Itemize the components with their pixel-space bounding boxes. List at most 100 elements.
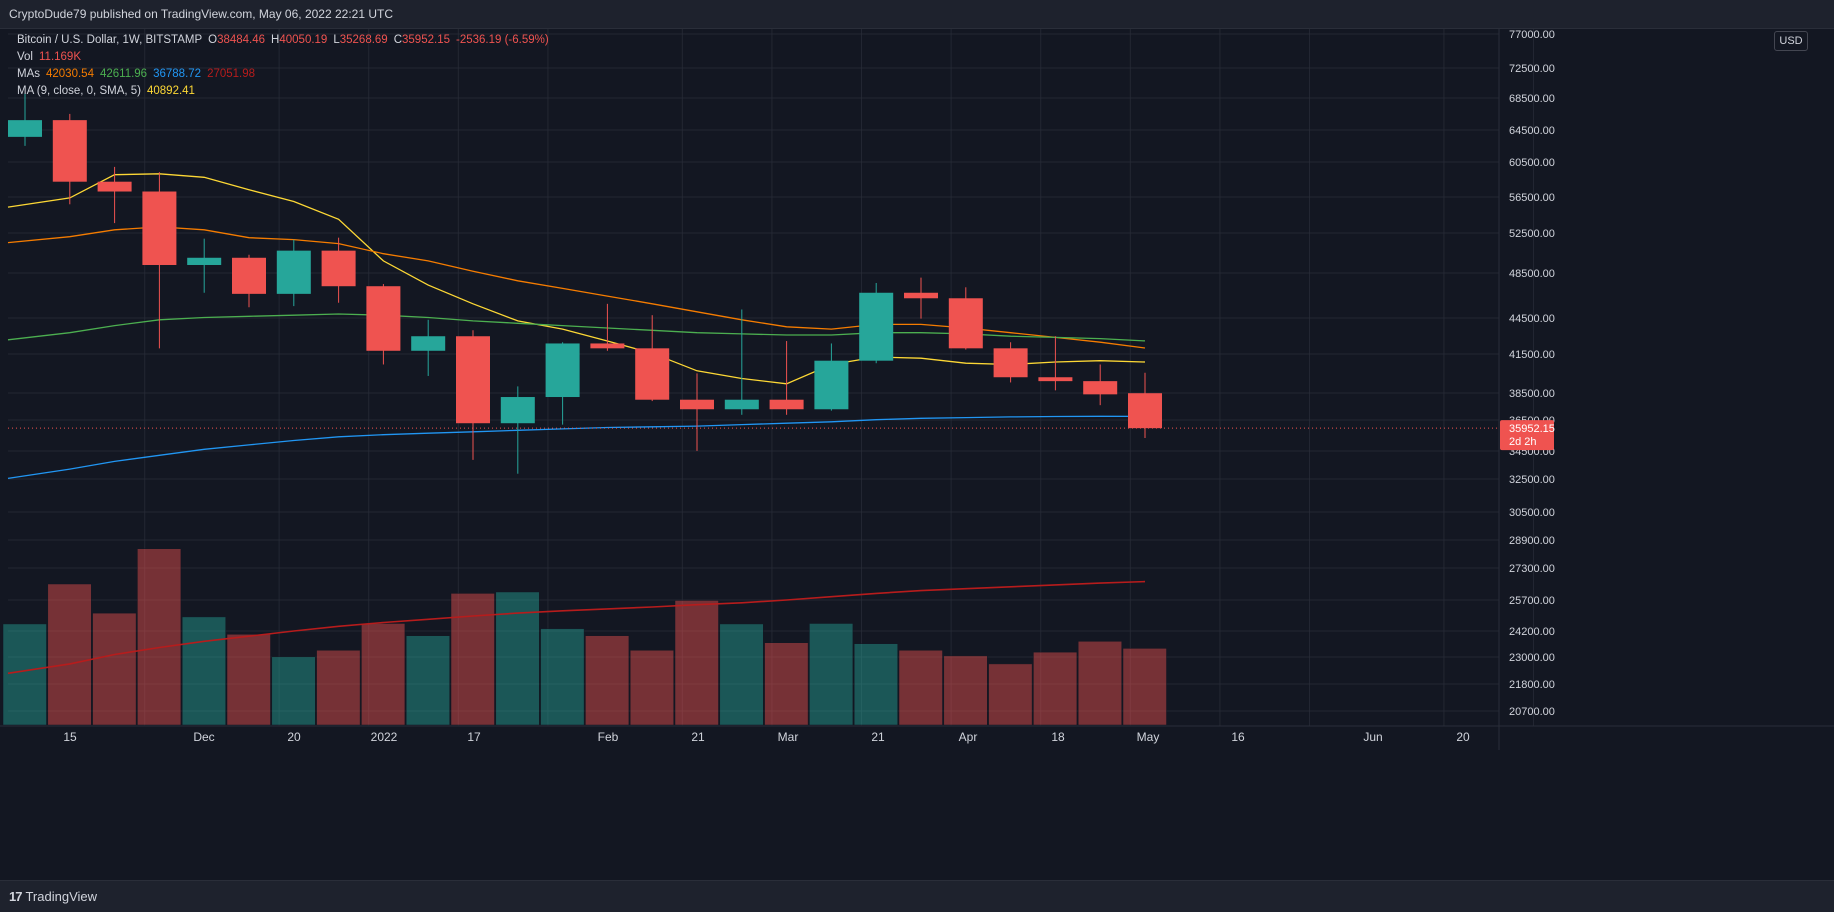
time-tick-label: 21	[871, 730, 885, 744]
price-tick-label: 48500.00	[1509, 268, 1555, 280]
currency-badge[interactable]: USD	[1774, 31, 1808, 51]
candle-body	[1083, 381, 1118, 395]
legend-mas: MAs 42030.54 42611.96 36788.72 27051.98	[17, 68, 261, 80]
time-tick-label: Apr	[959, 730, 978, 744]
last-price-label: 35952.15	[1509, 423, 1555, 435]
change-value: -2536.19 (-6.59%)	[455, 34, 549, 46]
time-tick-label: Jun	[1363, 730, 1382, 744]
price-tick-label: 23000.00	[1509, 652, 1555, 664]
price-tick-label: 38500.00	[1509, 388, 1555, 400]
high-value: 40050.19	[279, 34, 328, 46]
volume-bar	[271, 656, 316, 726]
volume-bar	[181, 616, 226, 726]
price-tick-label: 21800.00	[1509, 679, 1555, 691]
candle-body	[904, 292, 938, 299]
candle-body	[680, 399, 714, 410]
time-tick-label: 20	[287, 730, 301, 744]
footer-brand: TradingView	[25, 889, 98, 904]
candle-body	[232, 257, 266, 294]
candle-body	[97, 181, 132, 192]
ma20-value: 42030.54	[46, 68, 94, 80]
volume-bar	[809, 623, 854, 726]
candle-body	[545, 343, 580, 398]
time-tick-label: 20	[1456, 730, 1470, 744]
volume-bar	[316, 650, 361, 726]
price-tick-label: 20700.00	[1509, 706, 1555, 718]
price-tick-label: 64500.00	[1509, 125, 1555, 137]
volume-bar	[898, 650, 943, 726]
time-tick-label: Feb	[598, 730, 619, 744]
candle-body	[590, 343, 625, 349]
candle-body	[52, 120, 87, 182]
vol-ma-value: 27051.98	[207, 68, 256, 80]
candle-body	[1038, 377, 1073, 382]
footer-bar: 17 TradingView	[0, 880, 1834, 912]
candle-body	[366, 286, 401, 351]
candle-body	[321, 250, 356, 287]
ma9-value: 40892.41	[146, 85, 195, 97]
candle-body	[859, 292, 894, 361]
candle-body	[724, 399, 759, 410]
time-tick-label: 17	[467, 730, 481, 744]
vol-value: 11.169K	[39, 51, 81, 63]
price-tick-label: 28900.00	[1509, 535, 1555, 547]
price-tick-label: 25700.00	[1509, 595, 1555, 607]
time-axis: 15 Dec 20 2022 17 Feb 21 Mar 21 Apr 18 May 16 Jun 20	[63, 730, 1470, 744]
candle-body	[411, 336, 446, 351]
mas-label[interactable]: MAs	[17, 68, 40, 80]
legend-ohlc: Bitcoin / U.S. Dollar, 1W, BITSTAMP O3848…	[17, 34, 555, 46]
candle-body	[769, 399, 804, 410]
ma9-label[interactable]: MA (9, close, 0, SMA, 5)	[17, 85, 141, 97]
time-tick-label: Dec	[193, 730, 214, 744]
candle-body	[142, 191, 177, 265]
volume-layer	[2, 548, 1167, 726]
volume-bar	[764, 642, 809, 726]
symbol-title[interactable]: Bitcoin / U.S. Dollar, 1W, BITSTAMP	[17, 34, 203, 46]
price-tick-label: 44500.00	[1509, 313, 1555, 325]
volume-bar	[853, 643, 898, 726]
open-value: 38484.46	[217, 34, 266, 46]
price-tick-label: 77000.00	[1509, 29, 1555, 41]
ma100-value: 36788.72	[153, 68, 202, 80]
legend-volume: Vol 11.169K	[17, 51, 87, 63]
volume-bar	[1033, 651, 1078, 726]
candle-layer	[8, 93, 1499, 474]
time-tick-label: 2022	[371, 730, 398, 744]
tradingview-logo-icon: 17	[9, 889, 23, 904]
vol-label[interactable]: Vol	[17, 51, 33, 63]
low-label: L	[333, 34, 340, 46]
price-tick-label: 30500.00	[1509, 507, 1555, 519]
volume-bar	[629, 650, 674, 726]
candle-body	[500, 397, 535, 424]
publisher-bar: CryptoDude79 published on TradingView.co…	[0, 0, 1834, 29]
candle-body	[187, 257, 222, 265]
time-tick-label: 21	[691, 730, 705, 744]
price-tick-label: 72500.00	[1509, 63, 1555, 75]
volume-bar	[540, 628, 585, 726]
ma-line	[7, 580, 1146, 675]
price-tick-label: 41500.00	[1509, 349, 1555, 361]
ma50-value: 42611.96	[99, 68, 148, 80]
tradingview-logo[interactable]: 17 TradingView	[9, 889, 97, 904]
chart-grid	[0, 28, 1834, 750]
volume-bar	[361, 623, 406, 726]
price-tick-label: 60500.00	[1509, 157, 1555, 169]
candle-body	[456, 336, 490, 424]
price-tick-label: 52500.00	[1509, 228, 1555, 240]
volume-bar	[450, 593, 495, 726]
volume-bar	[226, 634, 271, 726]
candle-body	[635, 348, 670, 400]
close-value: 35952.15	[402, 34, 450, 46]
volume-bar	[988, 663, 1033, 726]
time-tick-label: May	[1137, 730, 1160, 744]
volume-bar	[2, 623, 47, 726]
last-price-tag	[1500, 420, 1554, 451]
bar-countdown-label: 2d 2h	[1509, 436, 1537, 448]
time-tick-label: 16	[1231, 730, 1245, 744]
volume-bar	[92, 612, 137, 726]
publisher-line: CryptoDude79 published on TradingView.co…	[9, 7, 394, 21]
volume-bar	[1077, 641, 1122, 726]
volume-bar	[405, 635, 450, 726]
candle-body	[814, 360, 849, 410]
